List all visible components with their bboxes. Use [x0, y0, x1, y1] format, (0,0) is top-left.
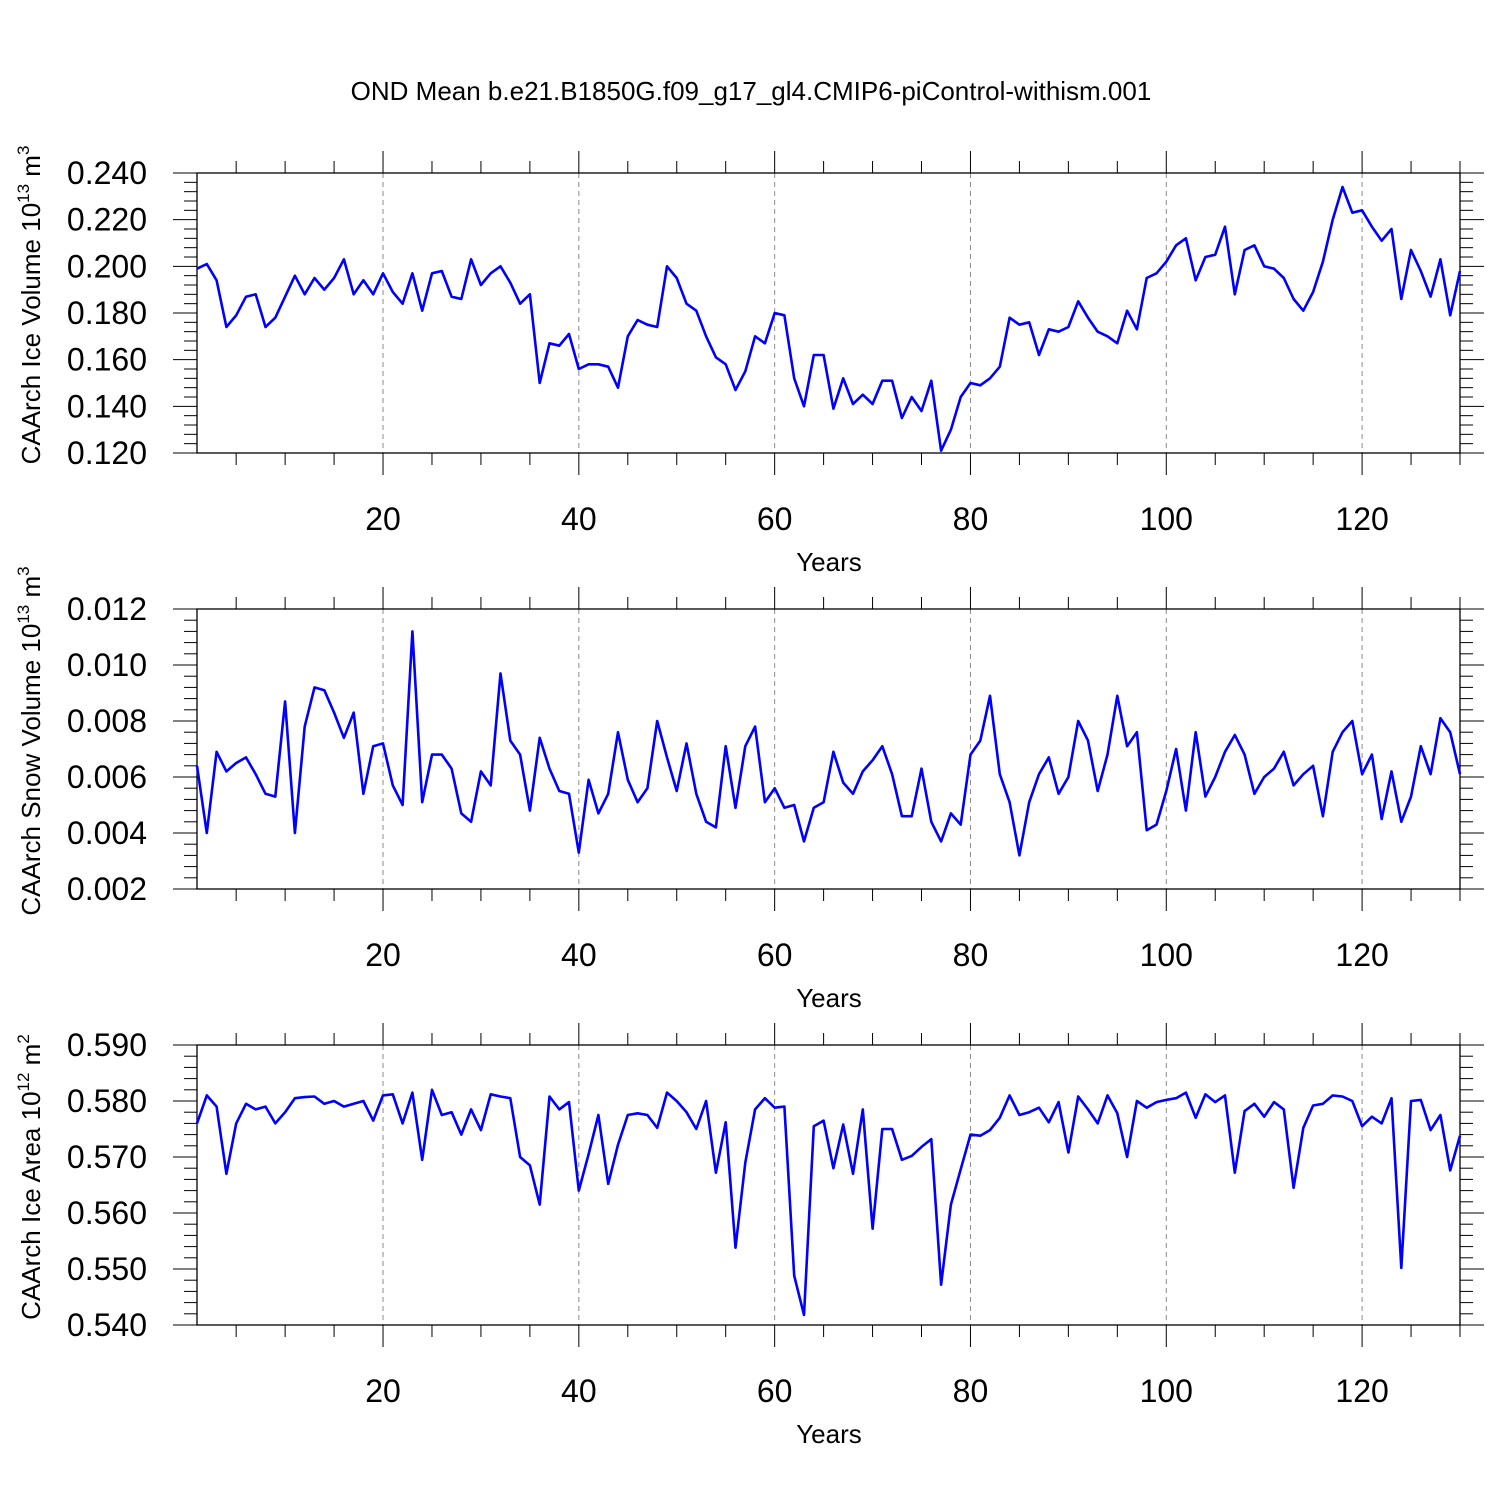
y-axis-label-unit: m — [16, 576, 46, 605]
y-tick-label: 0.140 — [67, 388, 147, 424]
panel-ice-area: 20 40 60 80 100 120 0.540 0.550 0.560 0.570 0.580 0… — [14, 1023, 1484, 1449]
y-tick-label: 0.002 — [67, 871, 147, 907]
panel-snow-volume: 20 40 60 80 100 120 0.002 0.004 0.006 0.008 0.010 0… — [14, 566, 1484, 1013]
y-axis-label-unit: m — [16, 155, 46, 184]
x-tick-label: 40 — [561, 937, 597, 973]
series-line-ice-volume — [196, 185, 1462, 453]
x-axis-label: Years — [796, 547, 862, 577]
y-tick-label: 0.200 — [67, 248, 147, 284]
x-tick-label: 80 — [953, 501, 989, 537]
y-tick-label: 0.540 — [67, 1307, 147, 1343]
x-tick-label: 40 — [561, 1373, 597, 1409]
y-tick-label: 0.570 — [67, 1139, 147, 1175]
y-axis-label-exponent: 13 — [14, 184, 33, 203]
plot-frame — [196, 1044, 1461, 1326]
x-tick-label: 60 — [757, 937, 793, 973]
x-tick-label: 40 — [561, 501, 597, 537]
x-tick-label: 100 — [1140, 937, 1193, 973]
y-axis-label-exponent: 13 — [14, 605, 33, 624]
x-tick-label: 60 — [757, 1373, 793, 1409]
y-tick-label: 0.220 — [67, 202, 147, 238]
y-tick-label: 0.008 — [67, 703, 147, 739]
x-tick-label: 120 — [1335, 501, 1388, 537]
x-tick-label: 100 — [1140, 1373, 1193, 1409]
x-axis-label: Years — [796, 1419, 862, 1449]
chart-title: OND Mean b.e21.B1850G.f09_g17_gl4.CMIP6-… — [351, 76, 1152, 106]
y-tick-label: 0.240 — [67, 155, 147, 191]
y-tick-label: 0.120 — [67, 435, 147, 471]
panel-ice-volume: 20 40 60 80 100 120 0.120 0.140 0.160 0.180 0.200 0… — [14, 146, 1484, 577]
y-tick-label: 0.580 — [67, 1083, 147, 1119]
y-axis-label-exponent: 12 — [14, 1073, 33, 1092]
x-axis-label: Years — [796, 983, 862, 1013]
y-tick-label: 0.180 — [67, 295, 147, 331]
y-axis-label: CAArch Snow Volume 1013 m3 — [14, 566, 46, 915]
plot-frame — [196, 608, 1461, 890]
y-axis-label-unit-exponent: 3 — [14, 146, 33, 155]
y-axis-label-unit-exponent: 2 — [14, 1034, 33, 1043]
y-tick-label: 0.550 — [67, 1251, 147, 1287]
y-axis-label-main: CAArch Ice Area 10 — [16, 1091, 46, 1319]
y-axis-label-main: CAArch Snow Volume 10 — [16, 624, 46, 916]
x-tick-label: 80 — [953, 1373, 989, 1409]
x-tick-label: 60 — [757, 501, 793, 537]
y-tick-label: 0.160 — [67, 342, 147, 378]
x-tick-label: 20 — [365, 1373, 401, 1409]
x-tick-label: 80 — [953, 937, 989, 973]
y-axis-label-main: CAArch Ice Volume 10 — [16, 203, 46, 465]
y-tick-label: 0.012 — [67, 591, 147, 627]
x-tick-label: 120 — [1335, 1373, 1388, 1409]
y-axis-label-unit: m — [16, 1044, 46, 1073]
y-tick-label: 0.560 — [67, 1195, 147, 1231]
panels: 20 40 60 80 100 120 0.120 0.140 0.160 0.180 0.200 0… — [14, 146, 1484, 1449]
x-tick-label: 20 — [365, 937, 401, 973]
y-tick-label: 0.010 — [67, 647, 147, 683]
series-line-snow-volume — [195, 630, 1462, 857]
x-tick-label: 100 — [1140, 501, 1193, 537]
y-axis-label-unit-exponent: 3 — [14, 566, 33, 575]
y-tick-label: 0.006 — [67, 759, 147, 795]
y-axis-label: CAArch Ice Area 1012 m2 — [14, 1034, 46, 1320]
y-axis-label: CAArch Ice Volume 1013 m3 — [14, 146, 46, 465]
y-tick-label: 0.004 — [67, 815, 147, 851]
y-tick-label: 0.590 — [67, 1027, 147, 1063]
x-tick-label: 20 — [365, 501, 401, 537]
series-line-ice-area — [195, 1088, 1462, 1317]
x-tick-label: 120 — [1335, 937, 1388, 973]
